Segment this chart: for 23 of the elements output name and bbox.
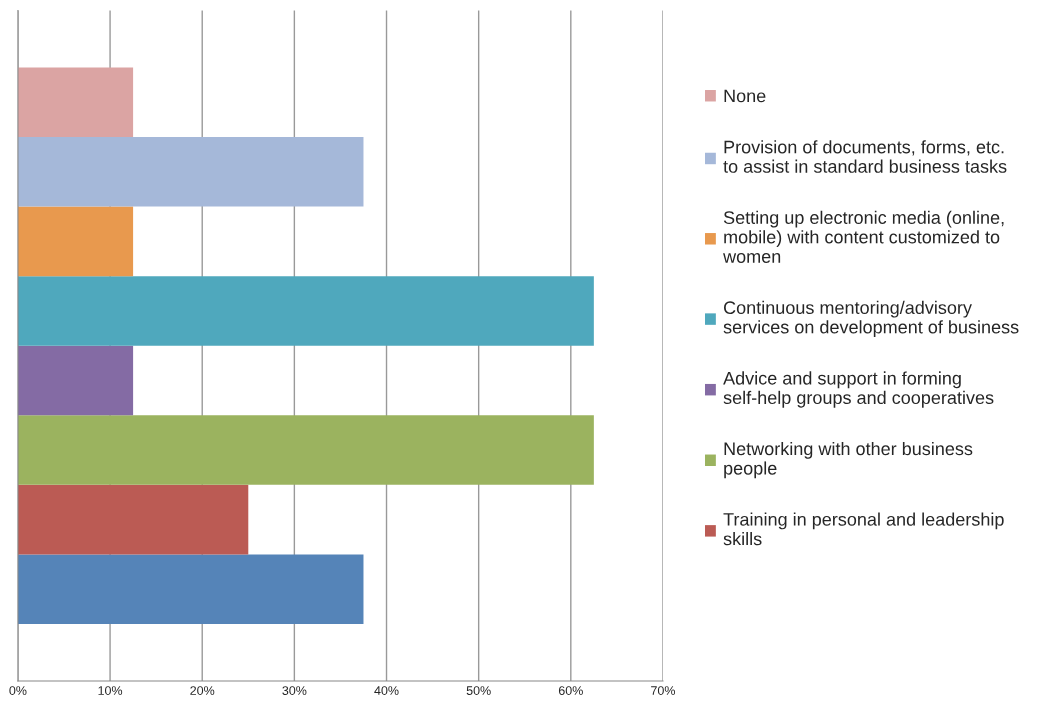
x-tick-label: 0% — [9, 686, 27, 695]
bar — [17, 554, 364, 624]
x-tick-label: 20% — [190, 686, 215, 695]
x-tick-label: 40% — [374, 686, 399, 695]
x-tick-label: 60% — [558, 686, 583, 695]
bar — [17, 206, 134, 277]
x-tick-label: 30% — [282, 686, 307, 695]
legend-label: Setting up electronic media (online, mobile) with content customized to women — [723, 210, 1004, 263]
bar — [17, 276, 594, 346]
x-tick-label: 70% — [651, 686, 676, 695]
x-tick-label: 10% — [98, 686, 123, 695]
legend-label: Provision of documents, forms, etc. to assist in standard business tasks — [723, 140, 1007, 173]
bar — [17, 415, 594, 485]
legend-label: Training in personal and leadership skills — [723, 512, 1004, 546]
legend-label: Continuous mentoring/advisory services on development of business — [723, 300, 1019, 338]
x-tick-label: 50% — [466, 686, 491, 695]
bar — [17, 137, 364, 207]
bar — [17, 345, 134, 416]
bar — [17, 67, 134, 138]
legend-label: None — [724, 89, 766, 103]
legend-label: Networking with other business people — [724, 441, 973, 479]
legend-label: Advice and support in forming self-help groups and cooperatives — [723, 371, 994, 408]
bar — [17, 484, 249, 555]
